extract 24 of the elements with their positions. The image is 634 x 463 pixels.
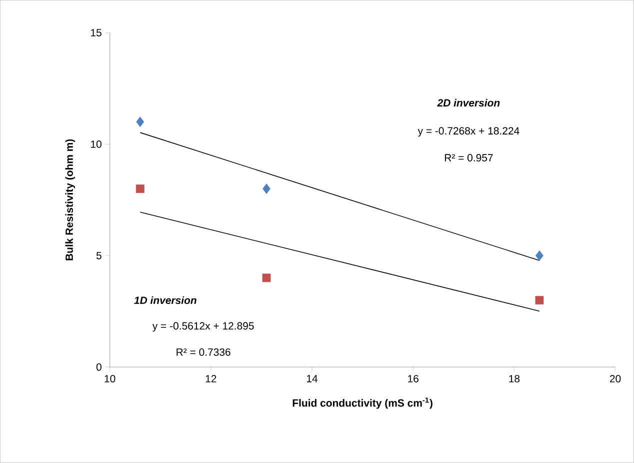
y-tick-label: 15 <box>91 29 102 36</box>
point <box>136 116 144 128</box>
point <box>262 274 271 282</box>
x-axis-title: Fluid conductivity (mS cm$^{-1}$) <box>292 398 432 409</box>
annotation: y = -0.5612x + 12.895 <box>152 322 254 332</box>
annotation: 1D inversion <box>134 296 196 304</box>
x-tick-label: 20 <box>610 375 621 382</box>
point <box>535 296 544 304</box>
x-tick-label: 12 <box>206 375 216 382</box>
point <box>536 250 544 261</box>
y-tick-label: 0 <box>96 363 102 371</box>
point <box>262 184 270 194</box>
x-tick-label: 10 <box>104 375 116 382</box>
y-tick-label: 5 <box>96 252 102 260</box>
y-tick-label: 10 <box>91 140 102 148</box>
x-tick-label: 16 <box>408 375 418 382</box>
x-tick-label: 18 <box>509 375 520 382</box>
x-tick-label: 14 <box>306 375 318 382</box>
y-axis-title: Bulk Resistivity (ohm m) <box>65 139 76 260</box>
annotation: 2D inversion <box>437 98 500 107</box>
point <box>136 184 144 194</box>
annotation: R² = 0.7336 <box>176 348 230 356</box>
annotation: R² = 0.957 <box>444 154 493 162</box>
annotation: y = -0.7268x + 18.224 <box>418 127 520 137</box>
